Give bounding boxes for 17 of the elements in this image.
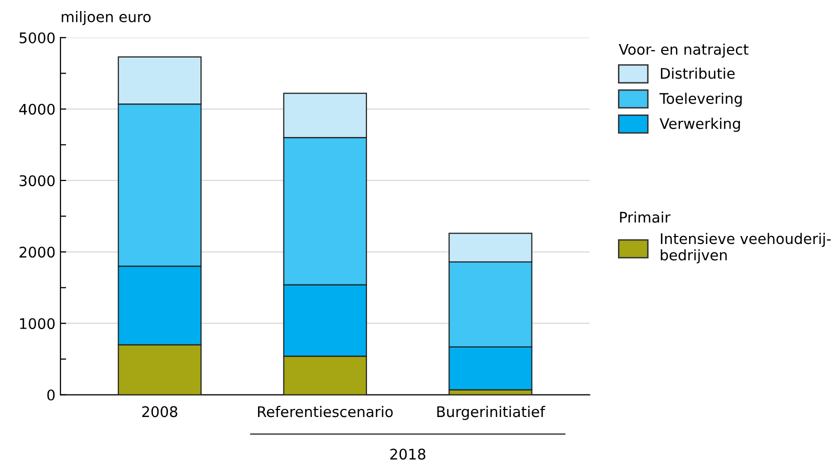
legend-label: Intensieve veehouderij- bedrijven: [660, 232, 831, 264]
x-tick-label: Referentiescenario: [258, 406, 393, 418]
y-tick-label: 1000: [20, 318, 55, 330]
x-tick-label: 2008: [142, 406, 178, 418]
x-tick-label: Burgerinitiatief: [437, 406, 546, 420]
legend-label: Toelevering: [659, 92, 742, 107]
legend-label: Verwerking: [660, 118, 740, 132]
y-tick-label: 3000: [20, 175, 55, 186]
text: Primair: [620, 211, 670, 223]
y-tick-label: 0: [47, 390, 55, 401]
legend-title: Voor- en natraject: [618, 44, 748, 58]
text: 2018: [390, 448, 426, 460]
y-tick-label: 2000: [20, 246, 55, 258]
y-tick-label: 5000: [20, 32, 55, 44]
y-axis-title: miljoen euro: [62, 10, 151, 26]
y-tick-label: 4000: [19, 104, 55, 115]
legend-label: Distributie: [660, 68, 735, 79]
